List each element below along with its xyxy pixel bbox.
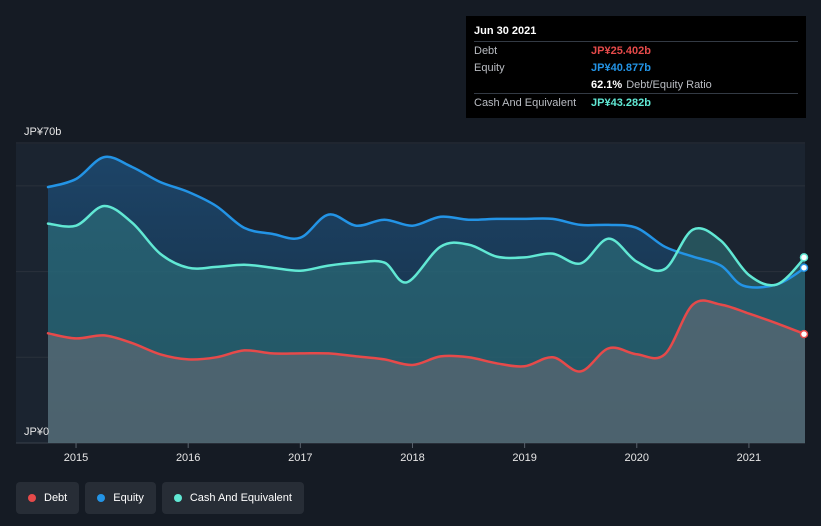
y-axis-top-label: JP¥70b: [24, 126, 61, 138]
tooltip-label-debt: Debt: [474, 44, 498, 57]
tooltip-date: Jun 30 2021: [474, 25, 537, 37]
legend-item-equity[interactable]: Equity: [85, 482, 156, 514]
legend-item-cash[interactable]: Cash And Equivalent: [161, 482, 304, 514]
y-axis-bottom-label: JP¥0: [24, 426, 49, 438]
x-tick-label-2018: 2018: [400, 452, 424, 464]
area-debt: [48, 300, 805, 443]
tooltip-value-ratio: 62.1%: [591, 78, 623, 91]
line-cash-and-equivalent: [46, 204, 807, 287]
x-axis-ticks: 2015 2016 2017 2018 2019 2020 2021: [64, 443, 761, 464]
x-tick-label-2021: 2021: [737, 452, 761, 464]
tooltip-panel: Jun 30 2021 Debt JP¥25.402b Equity JP¥40…: [466, 16, 806, 118]
tooltip-value-equity: JP¥40.877b: [591, 61, 651, 74]
chart-legend: Debt Equity Cash And Equivalent: [16, 482, 304, 514]
line-debt: [46, 299, 807, 373]
legend-dot-equity: [97, 494, 106, 502]
end-marker-debt: [799, 329, 809, 339]
tooltip-row-equity: Equity JP¥40.877b: [474, 59, 798, 76]
tooltip-row-ratio: 62.1% Debt/Equity Ratio: [474, 76, 798, 93]
tooltip-label-cash: Cash And Equivalent: [474, 96, 577, 109]
x-tick-label-2017: 2017: [288, 452, 312, 464]
end-marker-cash-and-equivalent: [799, 253, 809, 262]
legend-label-cash: Cash And Equivalent: [189, 492, 292, 504]
tooltip-value-cash: JP¥43.282b: [591, 96, 651, 109]
line-equity: [46, 155, 807, 289]
x-tick-label-2020: 2020: [625, 452, 649, 464]
series-lines: [46, 155, 807, 373]
legend-dot-cash: [173, 494, 182, 502]
end-marker-equity: [799, 263, 809, 272]
x-tick-label-2015: 2015: [64, 452, 88, 464]
legend-dot-debt: [28, 494, 36, 502]
legend-label-debt: Debt: [44, 492, 68, 504]
x-tick-label-2019: 2019: [512, 452, 536, 464]
tooltip-ratio-caption: Debt/Equity Ratio: [626, 78, 712, 91]
legend-label-equity: Equity: [113, 492, 144, 504]
x-tick-label-2016: 2016: [176, 452, 200, 464]
tooltip-row-debt: Debt JP¥25.402b: [474, 41, 798, 59]
end-markers: [799, 253, 809, 339]
tooltip-label-equity: Equity: [474, 61, 505, 74]
tooltip-value-debt: JP¥25.402b: [591, 44, 651, 57]
legend-item-debt[interactable]: Debt: [16, 482, 80, 514]
tooltip-row-cash: Cash And Equivalent JP¥43.282b: [474, 93, 798, 111]
